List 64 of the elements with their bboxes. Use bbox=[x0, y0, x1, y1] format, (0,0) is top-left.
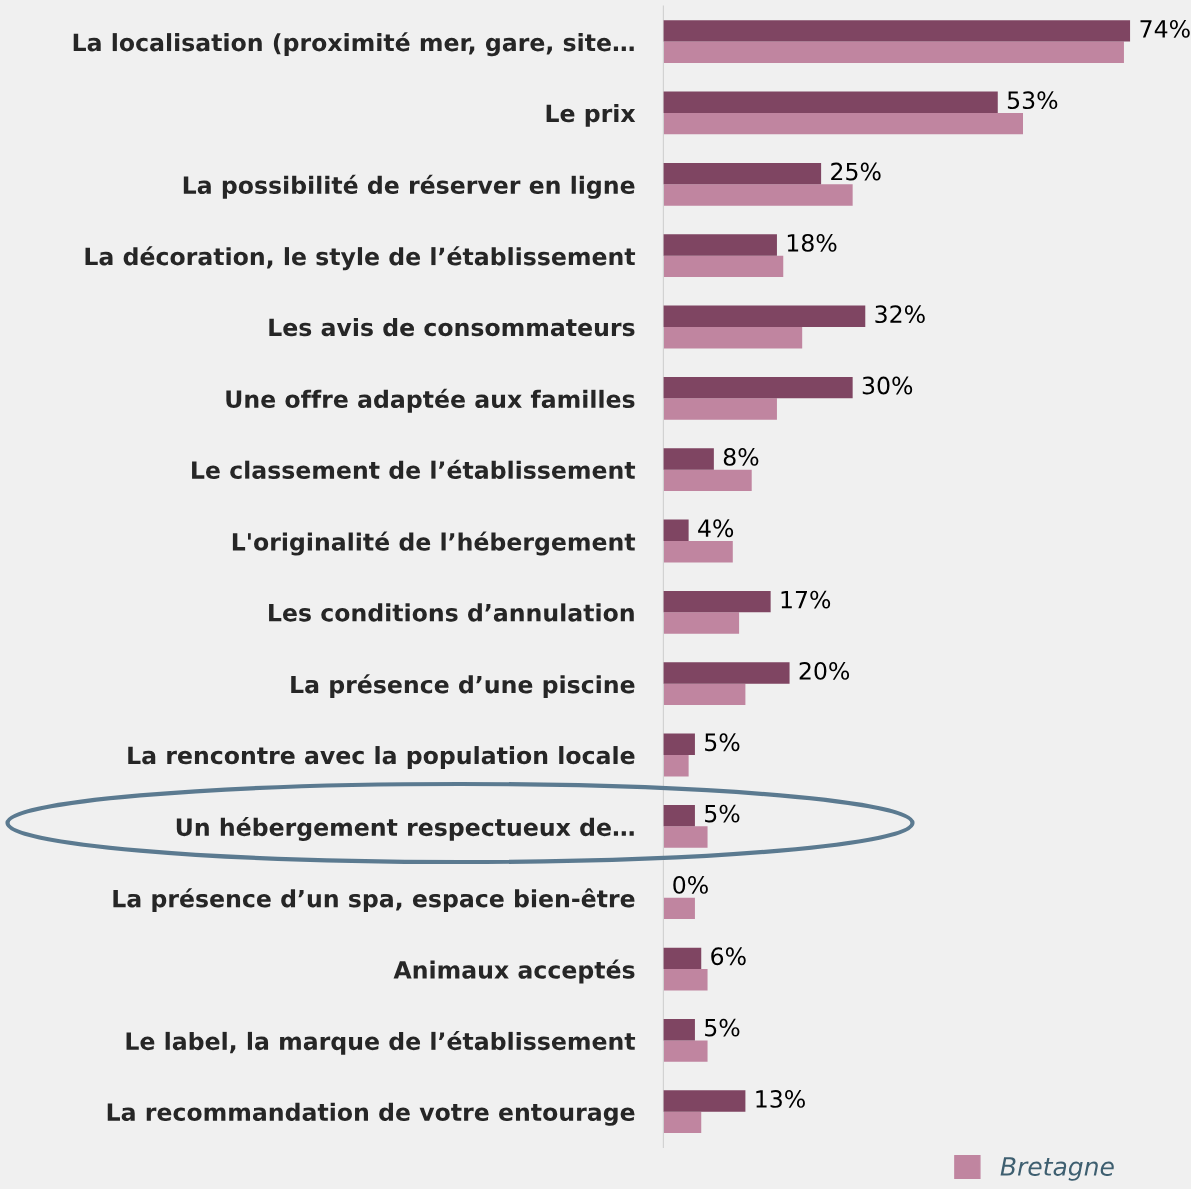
bar bbox=[663, 184, 853, 206]
data-label: 20% bbox=[799, 661, 850, 680]
y-tick-label: La présence d’un spa, espace bien-être bbox=[113, 888, 635, 913]
bar bbox=[663, 1018, 695, 1041]
bar bbox=[663, 376, 853, 399]
data-label: 5% bbox=[705, 1018, 740, 1037]
y-tick-label: La décoration, le style de l’établissement bbox=[85, 246, 636, 271]
bar bbox=[663, 326, 803, 349]
bar bbox=[663, 305, 866, 327]
data-label: 74% bbox=[1140, 19, 1190, 38]
bar bbox=[663, 112, 1023, 135]
y-tick-label: Le classement de l’établissement bbox=[192, 459, 636, 479]
bar bbox=[663, 1111, 702, 1134]
bar bbox=[663, 519, 689, 541]
bar bbox=[663, 162, 822, 185]
y-tick-label: Animaux acceptés bbox=[393, 959, 635, 984]
bar bbox=[663, 1040, 708, 1062]
bar bbox=[663, 755, 689, 777]
y-tick-label: La rencontre avec la population locale bbox=[128, 746, 635, 769]
bar bbox=[663, 804, 695, 827]
legend-label: Bretagne bbox=[1000, 1157, 1114, 1181]
y-tick-label: Le prix bbox=[546, 103, 636, 127]
data-label: 53% bbox=[1007, 91, 1058, 110]
data-label: 5% bbox=[705, 804, 740, 823]
y-tick-label: Un hébergement respectueux de… bbox=[176, 816, 634, 841]
bar bbox=[663, 612, 740, 634]
y-tick-label: Les avis de consommateurs bbox=[269, 318, 635, 337]
data-label: 32% bbox=[875, 305, 925, 324]
y-tick-label: Le label, la marque de l’établissement bbox=[126, 1030, 636, 1055]
bar bbox=[663, 41, 1124, 64]
data-label: 5% bbox=[705, 733, 740, 752]
bar bbox=[663, 20, 1131, 42]
data-label: 25% bbox=[831, 162, 881, 181]
data-label: 8% bbox=[723, 447, 759, 466]
bar bbox=[663, 683, 746, 706]
bar bbox=[663, 897, 695, 920]
y-tick-label: La recommandation de votre entourage bbox=[107, 1102, 635, 1126]
data-label: 18% bbox=[787, 233, 837, 252]
data-label: 13% bbox=[756, 1090, 805, 1108]
bar bbox=[663, 826, 708, 848]
bar bbox=[663, 398, 777, 420]
bar bbox=[663, 234, 777, 256]
data-label: 30% bbox=[862, 376, 913, 395]
bar bbox=[663, 1090, 746, 1112]
y-tick-label: La présence d’une piscine bbox=[291, 674, 635, 699]
bar bbox=[663, 469, 752, 492]
y-tick-label: La possibilité de réserver en ligne bbox=[183, 174, 635, 199]
bar bbox=[663, 733, 695, 756]
data-label: 4% bbox=[698, 519, 734, 538]
data-label: 6% bbox=[711, 947, 746, 966]
bar bbox=[663, 590, 771, 613]
bar bbox=[663, 448, 714, 470]
bar bbox=[663, 947, 702, 970]
bar bbox=[663, 91, 998, 113]
data-label: 0% bbox=[673, 875, 708, 894]
data-label: 17% bbox=[781, 590, 831, 609]
bar bbox=[663, 540, 733, 563]
y-tick-label: L'originalité de l’hébergement bbox=[232, 531, 636, 556]
bar bbox=[663, 255, 784, 278]
bar bbox=[663, 969, 708, 991]
y-tick-label: Les conditions d’annulation bbox=[269, 603, 634, 622]
bar bbox=[663, 662, 790, 684]
y-tick-label: Une offre adaptée aux familles bbox=[226, 388, 635, 413]
y-tick-label: La localisation (proximité mer, gare, site… bbox=[73, 32, 634, 57]
